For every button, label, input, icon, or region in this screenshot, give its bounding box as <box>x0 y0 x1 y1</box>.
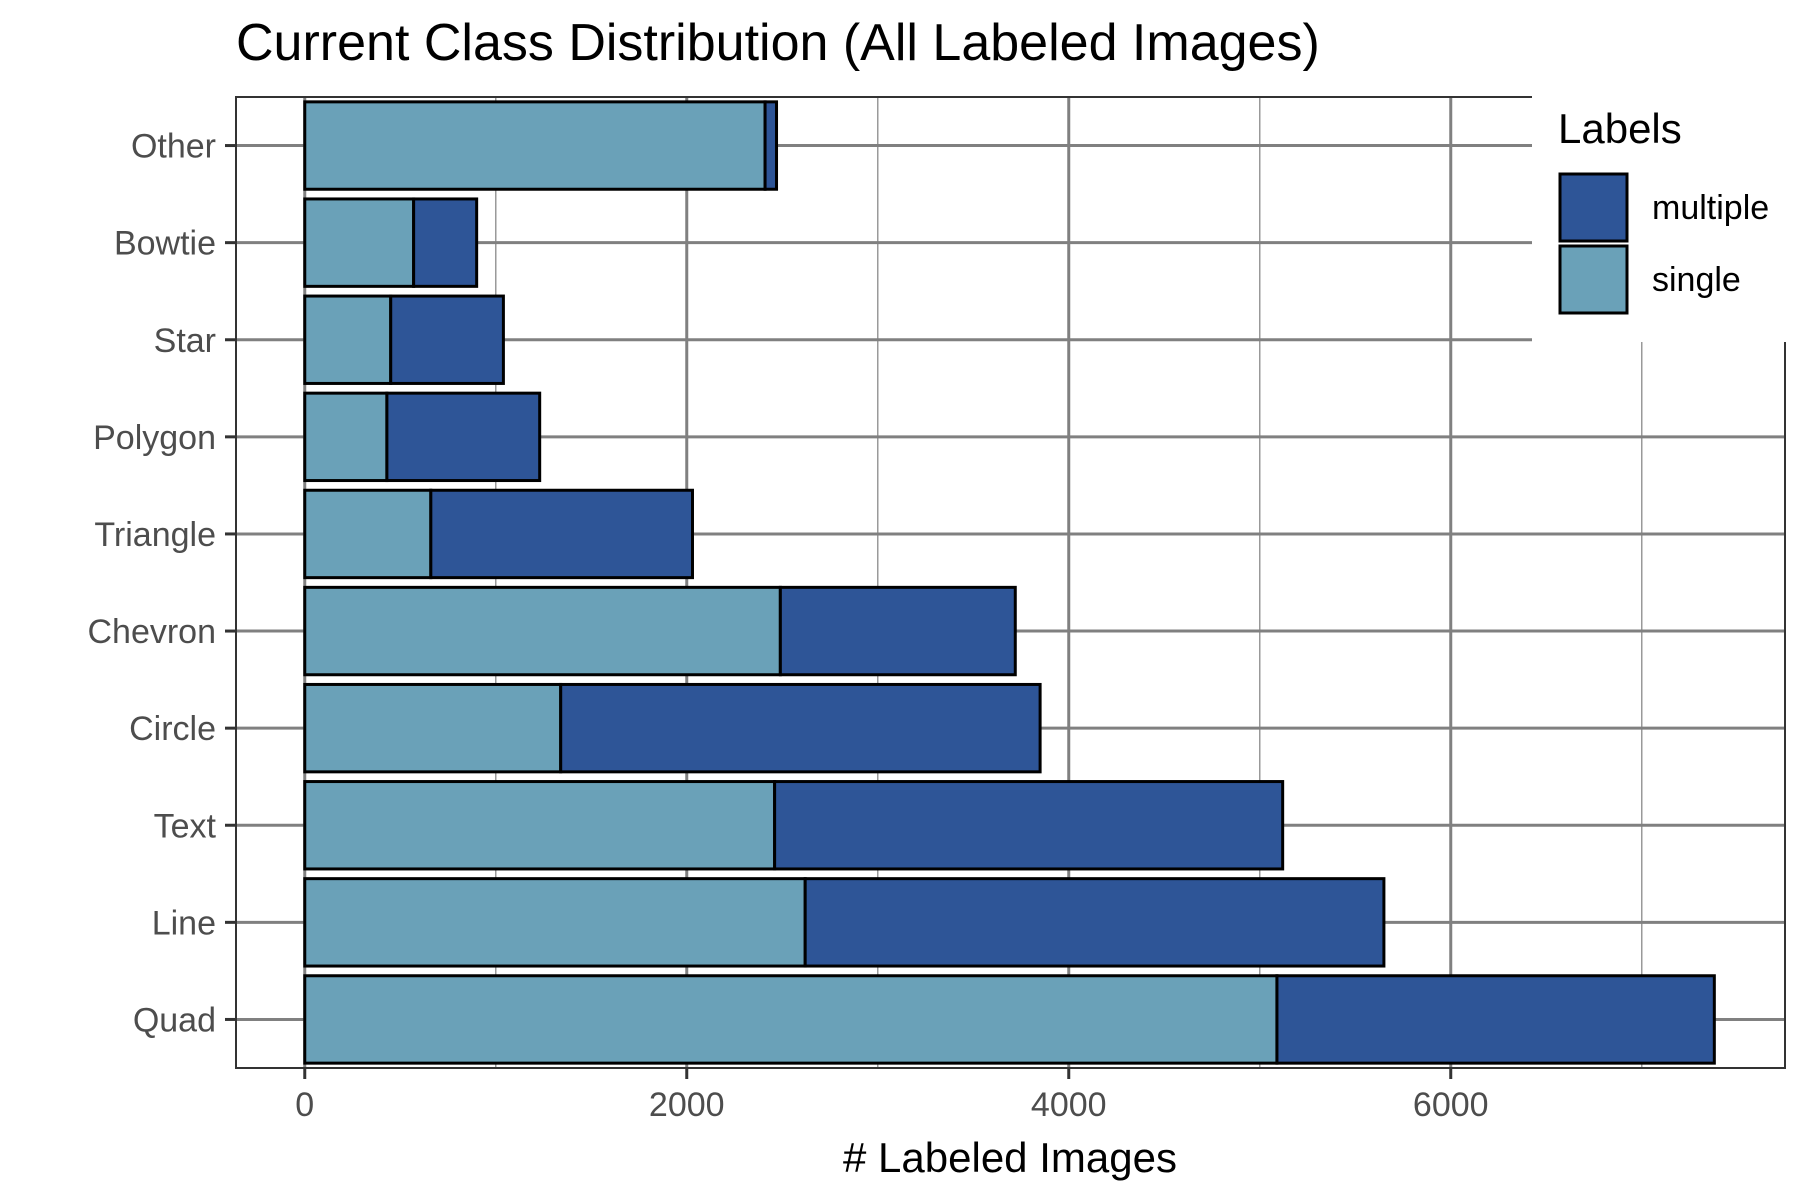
bar-other-multiple <box>763 100 779 191</box>
bar-quad-single <box>303 974 1279 1065</box>
y-tick-label: Bowtie <box>114 225 216 263</box>
y-tick-label: Triangle <box>94 516 216 554</box>
bar-triangle-single <box>303 488 433 580</box>
bar-star-multiple <box>389 294 505 385</box>
y-tick-label: Star <box>154 322 216 360</box>
y-tick-label: Polygon <box>93 419 216 457</box>
bar-triangle-multiple <box>429 488 694 580</box>
legend-key-single <box>1558 244 1629 315</box>
y-tick-label: Chevron <box>87 613 216 651</box>
bar-polygon-multiple <box>385 391 542 483</box>
bar-line-single <box>303 877 807 968</box>
bar-text-single <box>303 780 777 871</box>
legend-title: Labels <box>1558 105 1682 152</box>
bar-bowtie-multiple <box>412 197 479 288</box>
plot-border <box>235 96 1786 1069</box>
x-tick-label: 0 <box>295 1086 314 1124</box>
bar-text-multiple <box>773 780 1285 871</box>
bar-chevron-multiple <box>778 585 1017 677</box>
bar-other-single <box>303 100 767 191</box>
bar-circle-multiple <box>559 682 1042 774</box>
x-tick-label: 4000 <box>1031 1086 1107 1124</box>
chart-title: Current Class Distribution (All Labeled … <box>236 14 1320 72</box>
y-tick-label: Line <box>152 904 216 942</box>
bars <box>235 96 1786 1069</box>
x-tick-label: 2000 <box>649 1086 725 1124</box>
y-tick-label: Other <box>131 128 216 166</box>
y-tick-label: Circle <box>129 710 216 748</box>
x-axis-title: # Labeled Images <box>843 1134 1177 1181</box>
bar-chevron-single <box>303 585 782 677</box>
bar-circle-single <box>303 682 563 774</box>
bar-polygon-single <box>303 391 389 483</box>
bar-line-multiple <box>803 877 1386 968</box>
y-tick-label: Quad <box>133 1001 216 1039</box>
bar-bowtie-single <box>303 197 416 288</box>
x-tick-label: 6000 <box>1413 1086 1489 1124</box>
x-axis: 0 2000 4000 6000 <box>295 1068 1489 1124</box>
legend-label-single: single <box>1652 261 1741 299</box>
bar-quad-multiple <box>1275 974 1716 1065</box>
legend-label-multiple: multiple <box>1652 189 1769 227</box>
bar-star-single <box>303 294 393 385</box>
legend: Labels multiple single <box>1532 90 1798 342</box>
legend-key-multiple <box>1558 172 1629 243</box>
y-axis: Other Bowtie Star Polygon Triangle Chevron Cir… <box>87 128 236 1039</box>
y-tick-label: Text <box>154 807 217 845</box>
